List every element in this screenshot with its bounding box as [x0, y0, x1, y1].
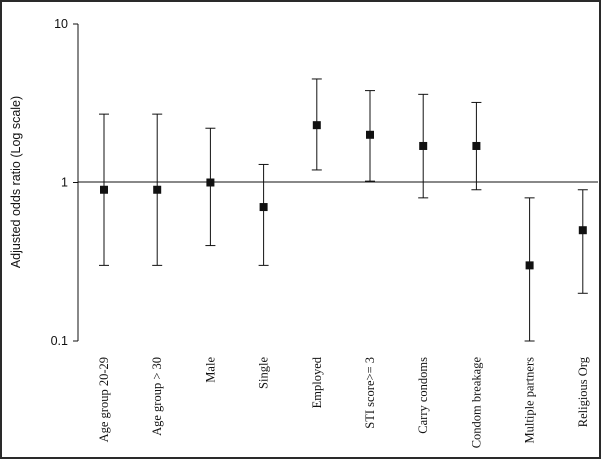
- odds-ratio-point: [525, 261, 534, 270]
- odds-ratio-point: [419, 141, 428, 150]
- odds-ratio-point: [153, 185, 162, 194]
- x-label-layer: Age group 20-29 Age group > 30 Male Single E…: [97, 356, 590, 448]
- x-category-label: Employed: [310, 356, 324, 408]
- odds-ratio-point: [312, 121, 321, 130]
- x-category-label: STI score>= 3: [363, 357, 377, 429]
- odds-ratio-point: [259, 203, 268, 212]
- x-category-label: Single: [257, 357, 271, 389]
- y-tick-label: 10: [54, 17, 68, 31]
- y-tick-label: 0.1: [51, 334, 68, 348]
- x-category-label: Age group 20-29: [97, 357, 111, 442]
- odds-ratio-point: [578, 226, 587, 235]
- odds-ratio-point: [472, 141, 481, 150]
- odds-ratio-point: [206, 178, 215, 187]
- x-category-label: Religious Org: [576, 356, 590, 427]
- y-tick-layer: 0.1 1 10: [51, 17, 78, 348]
- y-tick-label: 1: [61, 176, 68, 190]
- y-axis-title: Adjusted odds ratio (Log scale): [9, 96, 23, 268]
- x-category-label: Carry condoms: [416, 357, 430, 434]
- odds-ratio-point: [366, 130, 374, 139]
- x-category-label: Male: [203, 357, 217, 383]
- odds-ratio-point: [100, 185, 108, 194]
- x-category-label: Age group > 30: [150, 357, 164, 436]
- x-category-label: Condom breakage: [469, 357, 483, 449]
- points-layer: [99, 78, 588, 342]
- axis-layer: Adjusted odds ratio (Log scale): [9, 24, 598, 341]
- x-category-label: Multiple partners: [523, 357, 537, 444]
